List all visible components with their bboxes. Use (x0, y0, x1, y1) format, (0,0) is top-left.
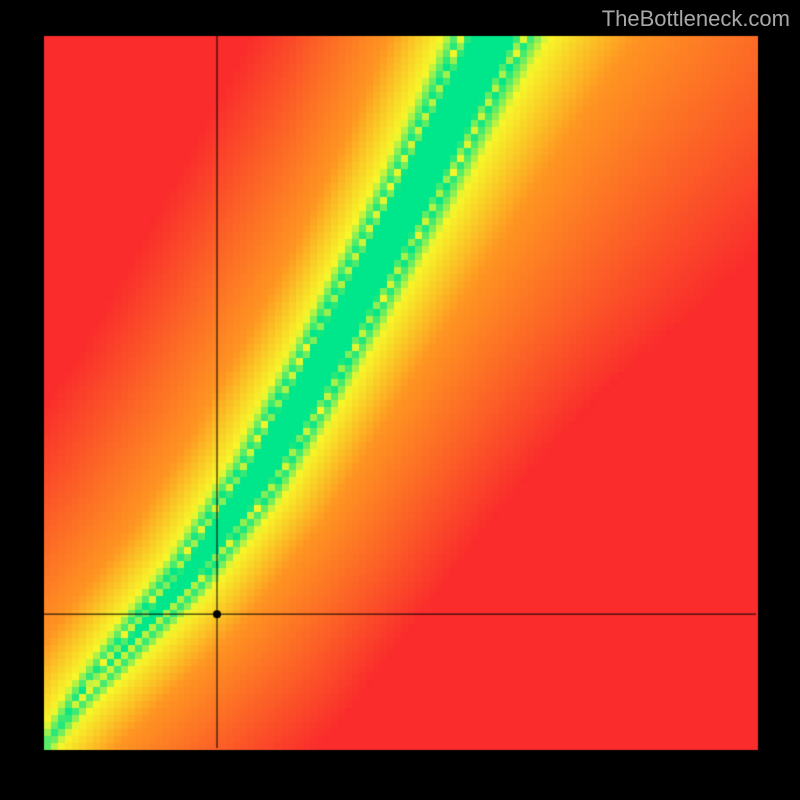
chart-container: TheBottleneck.com (0, 0, 800, 800)
watermark-text: TheBottleneck.com (602, 6, 790, 32)
heatmap-canvas (0, 0, 800, 800)
